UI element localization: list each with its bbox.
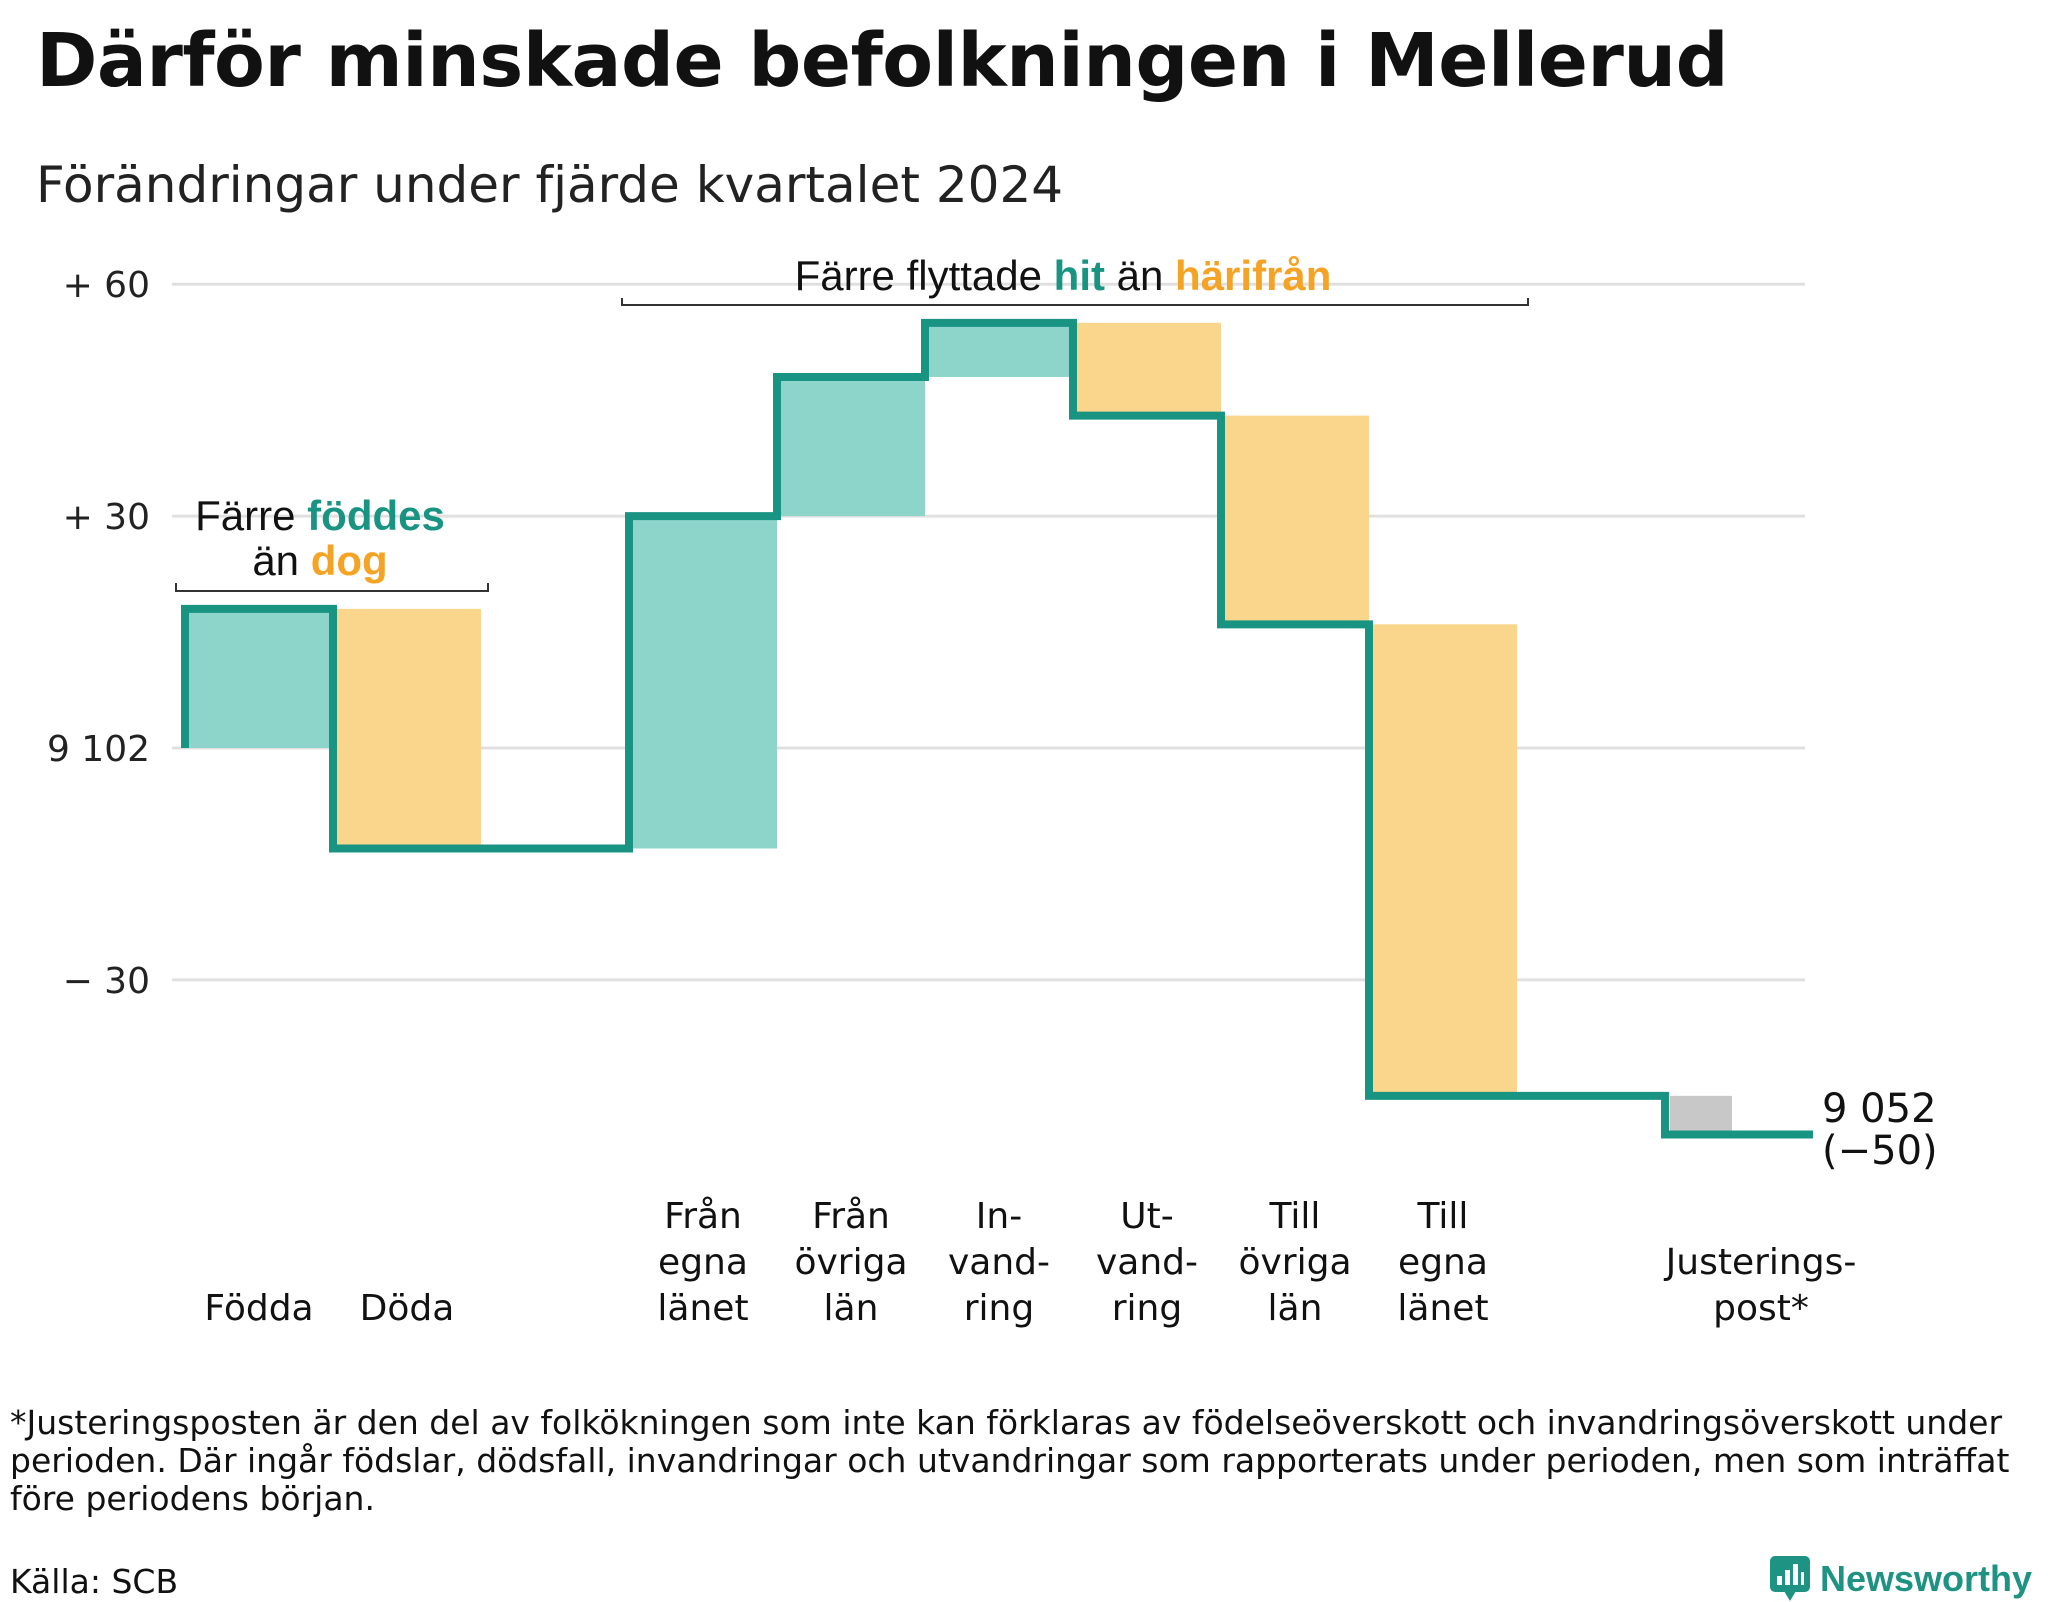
waterfall-bar [777,376,925,517]
waterfall-bar [1670,1095,1732,1135]
brand-logo: Newsworthy [1770,1556,2032,1602]
category-label: vand- [1096,1242,1198,1283]
category-label: länet [1397,1288,1488,1329]
births-annotation-line1: Färre föddes [195,492,445,539]
category-label: Till [1417,1196,1469,1237]
category-label: ring [1112,1288,1182,1329]
waterfall-bar [185,608,333,748]
newsworthy-logo-icon [1770,1556,1810,1601]
waterfall-bar [1073,322,1221,416]
waterfall-bar [1221,415,1369,625]
end-value-label: 9 052 [1822,1086,1937,1132]
y-tick-label: − 30 [63,961,150,1002]
category-label: övriga [794,1242,907,1283]
chart-title: Därför minskade befolkningen i Mellerud [36,18,1729,104]
waterfall-chart: + 60 + 30 9 102 − 30 Födda Döda Från egna länet… [47,252,1938,1329]
category-label: post* [1713,1288,1809,1329]
category-label: Från [664,1196,742,1237]
y-tick-label: + 30 [63,497,150,538]
category-label: egna [1398,1242,1488,1283]
moves-annotation: Färre flyttade hit än härifrån [795,252,1332,299]
waterfall-bar [333,608,481,849]
category-label: Ut- [1120,1196,1173,1237]
births-annotation-line2: än dog [252,537,387,584]
footnote: *Justeringsposten är den del av folkökni… [10,1403,2010,1518]
waterfall-bar [1369,624,1517,1096]
population-step-line [181,318,1813,1139]
category-label: Till [1269,1196,1321,1237]
category-label: Från [812,1196,890,1237]
chart-subtitle: Förändringar under fjärde kvartalet 2024 [36,156,1064,214]
category-label: ring [964,1288,1034,1329]
category-label: Födda [204,1288,313,1329]
category-label: län [824,1288,879,1329]
category-label: övriga [1238,1242,1351,1283]
category-label: In- [976,1196,1022,1237]
moves-bracket [621,298,1529,306]
end-value-label: (−50) [1822,1128,1938,1174]
births-bracket [175,583,489,592]
waterfall-bar [925,322,1073,377]
category-label: länet [657,1288,748,1329]
source-label: Källa: SCB [10,1562,179,1601]
category-label: Justerings- [1664,1242,1857,1283]
category-label: egna [658,1242,748,1283]
y-tick-label: 9 102 [47,729,150,770]
category-label: län [1268,1288,1323,1329]
category-label: vand- [948,1242,1050,1283]
waterfall-bar [629,516,777,849]
brand-name: Newsworthy [1820,1558,2033,1599]
y-tick-label: + 60 [63,265,150,306]
category-label: Döda [360,1288,455,1329]
